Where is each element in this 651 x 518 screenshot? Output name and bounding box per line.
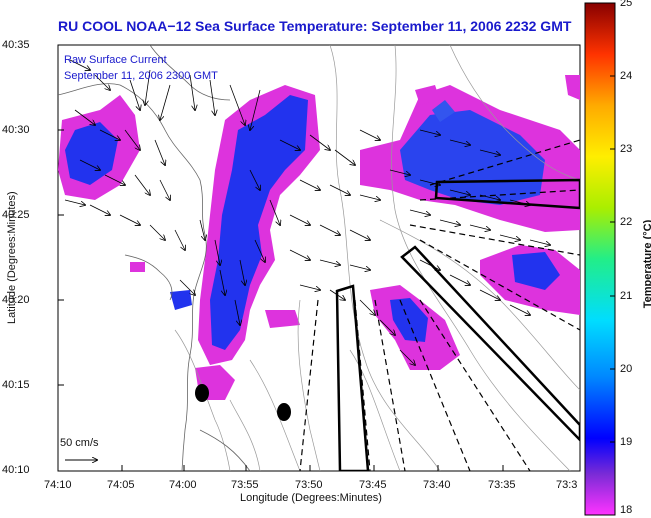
x-tick-label: 74:05 (107, 479, 135, 491)
radar-sector-lines (299, 139, 580, 471)
y-tick-label: 40:30 (2, 124, 30, 136)
colorbar-tick-label: 18 (620, 504, 633, 516)
y-tick-label: 40:20 (2, 294, 30, 306)
x-tick-label: 73:40 (423, 479, 451, 491)
scale-label: 50 cm/s (60, 437, 99, 449)
buoy-marker (277, 403, 291, 421)
axis-ticks (58, 44, 504, 472)
survey-boxes (335, 178, 580, 471)
colorbar-ticks (610, 75, 615, 443)
colorbar-tick-label: 22 (620, 216, 633, 228)
colorbar-tick-label: 23 (620, 143, 633, 155)
x-tick-label: 73:50 (295, 479, 323, 491)
x-tick-label: 74:00 (169, 479, 197, 491)
legend-current-time: September 11, 2006 2300 GMT (64, 70, 218, 82)
current-vectors (64, 59, 550, 365)
y-tick-label: 40:15 (2, 379, 30, 391)
colorbar-tick-label: 19 (620, 436, 633, 448)
colorbar-tick-label: 21 (620, 290, 633, 302)
y-tick-label: 40:25 (2, 209, 30, 221)
y-tick-label: 40:10 (2, 464, 30, 476)
colorbar-tick-label: 20 (620, 363, 633, 375)
x-tick-label: 73:35 (488, 479, 516, 491)
legend-current-label: Raw Surface Current (64, 54, 167, 66)
x-tick-label: 73:55 (231, 479, 259, 491)
bathymetry-contours (174, 45, 580, 471)
colorbar-label: Temperature (°C) (642, 219, 651, 309)
x-tick-label: 73:3 (556, 479, 578, 491)
y-axis-label: Latitude (Degrees:Minutes) (6, 191, 18, 324)
x-tick-label: 73:45 (359, 479, 387, 491)
y-tick-label: 40:35 (2, 39, 30, 51)
colorbar (584, 2, 616, 516)
colorbar-tick-label: 25 (620, 0, 633, 9)
buoy-marker (195, 384, 209, 402)
map-title: RU COOL NOAA−12 Sea Surface Temperature:… (58, 18, 572, 34)
x-tick-label: 74:10 (44, 479, 72, 491)
x-axis-label: Longitude (Degrees:Minutes) (240, 492, 382, 504)
colorbar-tick-label: 24 (620, 70, 633, 82)
